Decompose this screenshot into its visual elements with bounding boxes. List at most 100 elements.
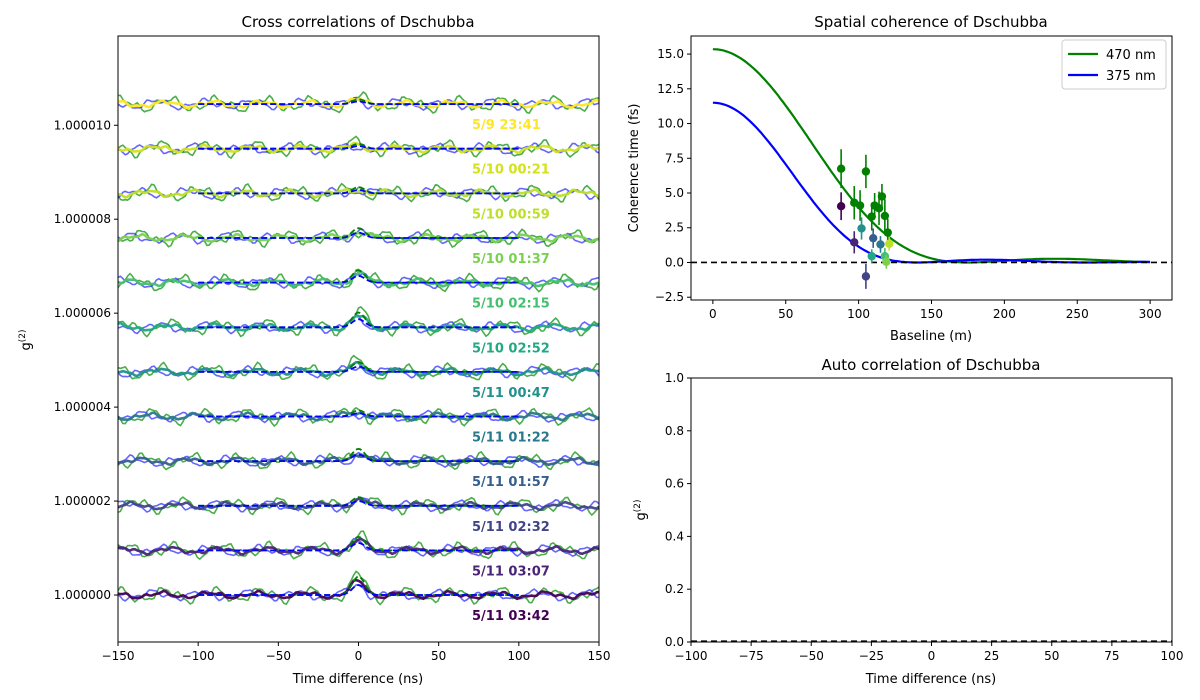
cross-plot-area (118, 91, 599, 606)
spatial-chart-title: Spatial coherence of Dschubba (814, 13, 1047, 31)
spatial-y-tick-label: 10.0 (657, 117, 684, 131)
cross-series-label-bg (468, 383, 552, 401)
data-point-375nm (868, 233, 878, 243)
legend-470-label: 470 nm (1106, 48, 1156, 63)
auto-x-tick-label: 0 (928, 649, 936, 663)
cross-series-group (118, 406, 599, 428)
cross-series-label-bg (468, 562, 552, 580)
coherence-curve-470nm (712, 48, 1151, 264)
cross-chart-title: Cross correlations of Dschubba (241, 13, 474, 31)
spatial-x-tick-label: 0 (709, 307, 717, 321)
cross-series-label-bg (468, 294, 552, 312)
spatial-y-ticks: −2.5 0.0 2.5 5.0 7.5 10.0 12.5 15.0 (655, 47, 691, 304)
cross-series-label-bg (468, 250, 552, 267)
cross-fit-470nm (198, 535, 519, 552)
cross-series-label-bg (468, 116, 552, 134)
spatial-y-tick-label: 12.5 (657, 82, 684, 96)
auto-x-ticks: −100 −75 −50 −25 0 25 50 75 100 (675, 642, 1183, 663)
data-point-375nm (850, 238, 859, 247)
cross-data-combined (118, 578, 599, 601)
auto-x-tick-label: −75 (738, 649, 763, 663)
data-point-375nm (867, 252, 876, 261)
cross-fit-375nm (198, 453, 519, 462)
data-point-470nm (874, 204, 884, 213)
auto-y-ticks: 0.0 0.2 0.4 0.6 0.8 1.0 (665, 371, 691, 649)
data-point-470nm (867, 212, 876, 221)
cross-series-label-bg (468, 428, 552, 446)
data-point-470nm (880, 211, 890, 221)
spatial-legend: 470 nm 375 nm (1061, 39, 1167, 90)
cross-series-group (118, 530, 599, 561)
cross-data-combined (118, 410, 599, 422)
cross-series-group (118, 268, 599, 293)
data-point-375nm (836, 202, 846, 211)
cross-data-470nm (118, 91, 599, 115)
cross-data-470nm (118, 306, 599, 338)
spatial-x-tick-label: 100 (847, 307, 870, 321)
cross-data-combined (118, 270, 599, 289)
cross-correlation-chart: Cross correlations of Dschubba 5/11 03:4… (18, 13, 610, 687)
cross-series-label: 5/9 23:41 (472, 118, 541, 133)
data-point-470nm (855, 201, 865, 210)
spatial-x-tick-label: 200 (993, 307, 1016, 321)
legend-frame (1061, 39, 1167, 90)
auto-x-tick-label: −25 (859, 649, 884, 663)
cross-series-label: 5/11 01:22 (472, 431, 550, 446)
auto-x-tick-label: −50 (799, 649, 824, 663)
cross-data-375nm (118, 186, 599, 201)
cross-series-label-bg (468, 607, 552, 625)
cross-y-tick-label: 1.000000 (54, 588, 111, 602)
data-point-375nm (882, 257, 891, 266)
cross-x-ticks: −150 −100 −50 0 50 100 150 (102, 642, 610, 663)
data-point-470nm (861, 167, 871, 176)
cross-y-tick-label: 1.000010 (54, 118, 111, 132)
cross-x-tick-label: 50 (431, 649, 446, 663)
auto-y-tick-label: 0.6 (665, 477, 684, 491)
cross-series-group (118, 182, 599, 203)
cross-fit-470nm (198, 361, 519, 373)
data-point-470nm (877, 192, 887, 201)
data-point-375nm (885, 239, 894, 248)
cross-y-axis-label: g(2) (18, 329, 34, 350)
cross-x-tick-label: 0 (355, 649, 363, 663)
cross-series-labels: 5/11 03:42 5/11 03:07 5/11 02:32 5/11 01:57… (468, 116, 552, 625)
spatial-x-tick-label: 300 (1139, 307, 1162, 321)
auto-y-tick-label: 1.0 (665, 371, 684, 385)
cross-series-label-bg (468, 205, 552, 223)
spatial-y-tick-label: 15.0 (657, 47, 684, 61)
auto-y-axis-label: g(2) (633, 499, 649, 520)
cross-data-470nm (118, 228, 599, 249)
cross-series-label: 5/10 01:37 (472, 252, 550, 267)
cross-series-group (118, 227, 599, 249)
cross-series-label: 5/10 00:21 (472, 163, 550, 178)
spatial-y-axis-label: Coherence time (fs) (627, 104, 642, 233)
cross-fit-470nm (198, 227, 519, 239)
coherence-curve-375nm (712, 101, 1151, 264)
data-point-470nm (883, 228, 892, 237)
cross-data-combined (118, 537, 599, 557)
spatial-x-axis-label: Baseline (m) (890, 329, 972, 344)
cross-series-label: 5/10 02:15 (472, 297, 550, 312)
spatial-y-tick-label: 0.0 (665, 255, 684, 269)
cross-series-label-bg (468, 517, 552, 535)
data-point-375nm (876, 240, 885, 249)
data-point-375nm (861, 272, 871, 281)
spatial-y-tick-label: 7.5 (665, 151, 684, 165)
cross-data-375nm (118, 227, 599, 245)
auto-y-tick-label: 0.2 (665, 582, 684, 596)
cross-data-combined (118, 187, 599, 199)
cross-x-axis-label: Time difference (ns) (292, 672, 424, 687)
cross-data-combined (118, 141, 599, 155)
cross-series-group (118, 570, 599, 606)
spatial-y-tick-label: 5.0 (665, 186, 684, 200)
spatial-plot-area (691, 48, 1172, 289)
auto-x-tick-label: −100 (675, 649, 708, 663)
auto-y-tick-label: 0.4 (665, 529, 684, 543)
cross-y-tick-label: 1.000002 (54, 494, 111, 508)
spatial-coherence-chart: Spatial coherence of Dschubba 0 50 100 150 2… (627, 13, 1173, 344)
auto-x-tick-label: 25 (984, 649, 999, 663)
auto-correlation-chart: Auto correlation of Dschubba −100 −75 −50−… (633, 356, 1183, 687)
cross-series-label-bg (468, 339, 552, 357)
cross-x-tick-label: −150 (102, 649, 135, 663)
cross-series-label: 5/10 02:52 (472, 341, 550, 356)
